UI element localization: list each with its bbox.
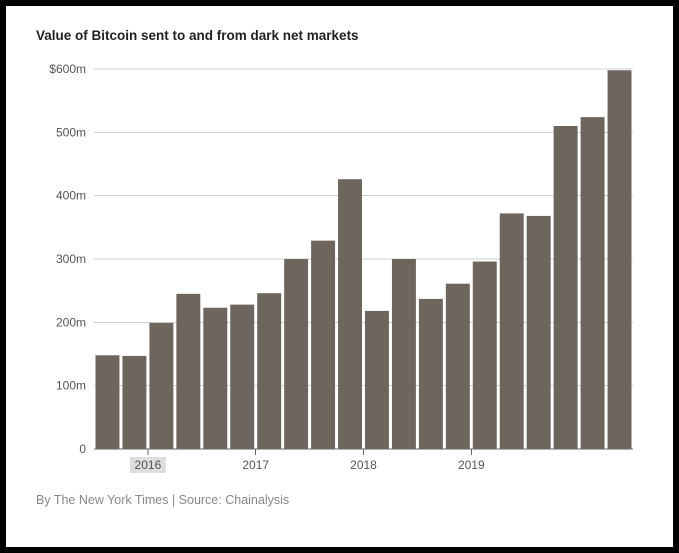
x-tick-label: 2016 bbox=[135, 458, 162, 472]
y-tick-label: 500m bbox=[56, 125, 86, 139]
chart-svg: 0 100m 200m 300m 400m 500m $600m 2016 2017 2018 20… bbox=[36, 59, 643, 479]
bar bbox=[257, 293, 281, 449]
chart-title: Value of Bitcoin sent to and from dark n… bbox=[36, 28, 643, 43]
y-tick-label: 300m bbox=[56, 252, 86, 266]
y-tick-label: 0 bbox=[79, 442, 86, 456]
bar-chart: 0 100m 200m 300m 400m 500m $600m 2016 2017 2018 20… bbox=[36, 59, 643, 479]
bar bbox=[419, 299, 443, 449]
bar bbox=[311, 241, 335, 449]
bar bbox=[581, 117, 605, 449]
chart-container: Value of Bitcoin sent to and from dark n… bbox=[0, 0, 679, 553]
bar bbox=[338, 179, 362, 449]
x-tick-label: 2018 bbox=[350, 458, 377, 472]
chart-credit: By The New York Times | Source: Chainaly… bbox=[36, 493, 643, 507]
bar bbox=[608, 70, 632, 449]
bar bbox=[176, 294, 200, 449]
bar bbox=[392, 259, 416, 449]
bar bbox=[203, 308, 227, 449]
y-tick-label: 200m bbox=[56, 315, 86, 329]
bar bbox=[446, 284, 470, 449]
bar bbox=[473, 262, 497, 449]
bar bbox=[230, 305, 254, 449]
bar bbox=[527, 216, 551, 449]
x-tick-label: 2019 bbox=[458, 458, 485, 472]
x-tick-label: 2017 bbox=[242, 458, 269, 472]
y-tick-label: $600m bbox=[49, 62, 86, 76]
bar bbox=[96, 355, 120, 449]
bar bbox=[122, 356, 146, 449]
bar bbox=[149, 323, 173, 449]
bar bbox=[500, 213, 524, 449]
bar bbox=[365, 311, 389, 449]
bar bbox=[284, 259, 308, 449]
y-tick-label: 400m bbox=[56, 189, 86, 203]
bar bbox=[554, 126, 578, 449]
y-tick-label: 100m bbox=[56, 379, 86, 393]
